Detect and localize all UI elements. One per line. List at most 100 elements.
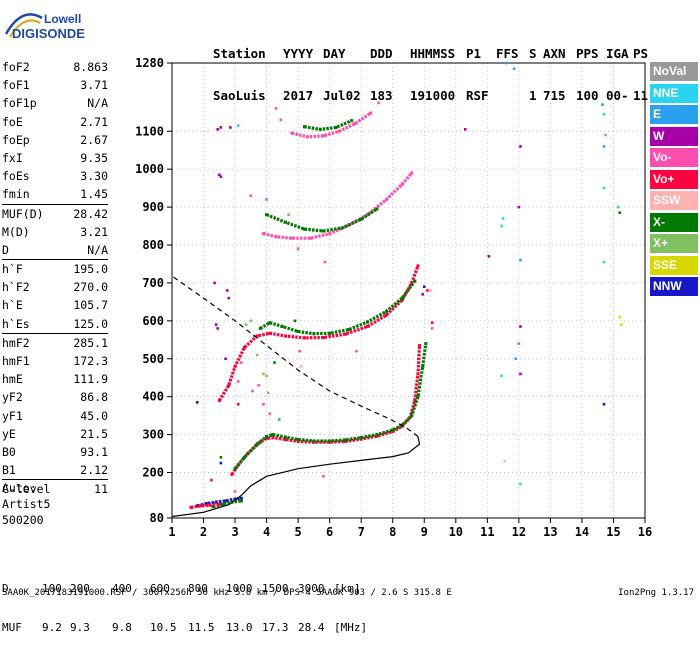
- echo-point: [240, 361, 243, 364]
- trace-point: [284, 438, 288, 442]
- trace-point: [268, 321, 272, 325]
- header-value-5: RSF: [466, 88, 489, 103]
- muf-distance-table: D 100 200 400 600 800 1000 1500 3000 [km] MUF 9.2 9…: [2, 556, 367, 647]
- param-row-foes: foEs 3.30: [2, 167, 108, 185]
- distance-value: 1500: [262, 582, 289, 595]
- trace-point: [224, 499, 228, 503]
- param-name: M(D): [2, 224, 30, 239]
- trace-point: [400, 182, 404, 186]
- echo-point: [266, 391, 270, 395]
- echo-point: [500, 374, 503, 378]
- muf-value: 28.4: [298, 621, 325, 634]
- param-row-hf: h`F 195.0: [2, 259, 108, 278]
- echo-point: [298, 349, 302, 353]
- muf-row: MUF 9.2 9.3 9.8 10.5 11.5 13.0 17.3 28.4 [MHz]: [2, 621, 367, 634]
- auto-code: 500200: [2, 513, 44, 527]
- param-name: h`F2: [2, 280, 30, 295]
- trace-point: [413, 279, 417, 283]
- echo-point: [299, 365, 303, 368]
- trace-point: [353, 122, 357, 126]
- param-row-yf2: yF2 86.8: [2, 388, 108, 406]
- trace-point: [239, 496, 243, 500]
- digisonde-logo: Lowell DIGISONDE: [2, 4, 162, 48]
- trace-point: [366, 325, 370, 329]
- trace-point: [375, 207, 379, 211]
- trace-point: [321, 229, 325, 233]
- trace-point: [255, 442, 259, 446]
- echo-point: [268, 412, 272, 416]
- trace-point: [302, 336, 306, 340]
- echo-point: [426, 289, 429, 292]
- x-tick-label: 14: [575, 525, 589, 539]
- logo-text-digisonde: DIGISONDE: [12, 26, 85, 41]
- echo-point: [279, 118, 283, 122]
- echo-point: [262, 402, 265, 406]
- echo-point: [262, 372, 265, 376]
- param-name: foF1p: [2, 96, 37, 111]
- trace-point: [296, 438, 300, 442]
- trace-point: [384, 309, 388, 313]
- x-tick-label: 6: [326, 525, 333, 539]
- echo-point: [430, 321, 434, 325]
- echo-point: [219, 456, 223, 459]
- header-label-0: Station: [213, 46, 266, 61]
- echo-point: [236, 124, 240, 127]
- muf-value: 10.5: [150, 621, 177, 634]
- trace-point: [366, 213, 370, 217]
- trace-point: [413, 398, 417, 402]
- trace-point: [230, 472, 234, 476]
- param-row-hf2: h`F2 270.0: [2, 278, 108, 296]
- x-tick-label: 2: [200, 525, 207, 539]
- trace-point: [359, 217, 363, 221]
- header-values-row: SaoLuis 2017 Jul02 183 191000 RSF 1 715 100 00- 11: [213, 89, 657, 103]
- param-value: 9.35: [80, 150, 108, 165]
- param-name: h`F: [2, 262, 23, 277]
- param-value: 195.0: [73, 262, 108, 277]
- legend-item-nne: NNE: [650, 83, 698, 103]
- trace-o-trace-F: [230, 345, 422, 476]
- echo-point: [604, 133, 607, 137]
- y-tick-label: 80: [150, 511, 164, 525]
- echo-point: [218, 173, 221, 177]
- echo-point: [602, 260, 606, 264]
- echo-point: [219, 461, 223, 465]
- trace-point: [239, 499, 243, 503]
- param-row-foe: foE 2.71: [2, 113, 108, 131]
- echo-points: [195, 61, 623, 493]
- trace-point: [312, 439, 316, 443]
- legend-item-noval: NoVal: [650, 62, 698, 81]
- legend-item-x: X+: [650, 234, 698, 253]
- echo-point: [277, 418, 281, 421]
- trace-point: [306, 135, 310, 139]
- x-tick-label: 7: [358, 525, 365, 539]
- trace-x-trace-F: [233, 343, 428, 470]
- echo-point: [487, 255, 491, 258]
- trace-point: [309, 236, 313, 240]
- x-tick-label: 10: [449, 525, 463, 539]
- echo-point: [273, 361, 276, 364]
- trace-point: [321, 336, 325, 340]
- echo-point: [236, 380, 240, 383]
- echo-point: [227, 296, 231, 300]
- auto-label: Auto:: [2, 481, 37, 495]
- echo-point: [225, 289, 229, 292]
- trace-point: [284, 220, 288, 224]
- param-name: hmE: [2, 372, 23, 387]
- logo-text-lowell: Lowell: [44, 12, 82, 26]
- echo-point: [224, 357, 227, 361]
- echo-point: [323, 260, 327, 264]
- trace-point: [384, 198, 388, 201]
- trace-point: [400, 296, 404, 300]
- param-row-md: M(D) 3.21: [2, 223, 108, 241]
- param-row-clevel: C-level 11: [2, 479, 108, 498]
- ionogram-plot: 1 2 3 4 5 6 7 8 9 10 11 12 13 14 15 1680200300400500600…: [135, 56, 652, 539]
- muf-unit: [MHz]: [334, 621, 368, 634]
- header-label-1: YYYY: [283, 46, 314, 61]
- distance-value: 800: [188, 582, 208, 595]
- distance-value: 3000: [298, 582, 325, 595]
- trace-point: [328, 232, 332, 236]
- param-row-ye: yE 21.5: [2, 425, 108, 443]
- param-value: 8.863: [73, 60, 108, 74]
- distance-label: D: [2, 582, 9, 595]
- distance-value: 1000: [226, 582, 253, 595]
